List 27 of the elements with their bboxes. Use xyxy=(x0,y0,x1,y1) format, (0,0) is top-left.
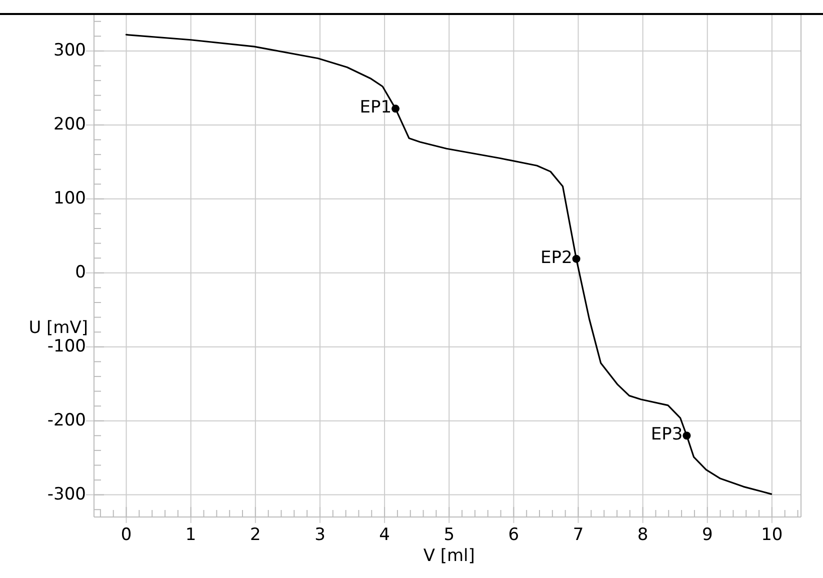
x-tick-label: 6 xyxy=(508,525,520,545)
annotation: EP1 xyxy=(360,98,392,118)
x-axis-title: V [ml] xyxy=(423,546,475,566)
x-tick-label: 3 xyxy=(314,525,326,545)
x-tick-label: 10 xyxy=(761,525,783,545)
annotation: EP3 xyxy=(650,424,683,445)
x-tick-label: 9 xyxy=(702,525,713,545)
y-tick-label: -100 xyxy=(47,336,86,357)
x-tick-label: 4 xyxy=(379,525,390,545)
point xyxy=(392,104,400,113)
line-series xyxy=(125,34,772,495)
x-tick-label: 1 xyxy=(185,525,196,545)
x-tick-label: 0 xyxy=(120,525,132,545)
y-tick-label: 100 xyxy=(54,188,86,209)
x-tick-label: 7 xyxy=(572,525,584,545)
y-tick-label: -200 xyxy=(47,410,86,430)
y-axis-title: U [mV] xyxy=(28,318,88,338)
annotation: EP2 xyxy=(540,248,572,268)
y-tick-label: -300 xyxy=(47,484,86,504)
x-tick-label: 5 xyxy=(444,525,455,545)
point xyxy=(682,432,691,440)
x-tick-label: 2 xyxy=(250,525,261,545)
y-tick-label: 200 xyxy=(54,114,86,135)
y-tick-label: 300 xyxy=(54,40,86,61)
y-tick-label: 0 xyxy=(75,262,86,283)
point xyxy=(572,254,580,263)
x-tick-label: 8 xyxy=(637,525,648,545)
